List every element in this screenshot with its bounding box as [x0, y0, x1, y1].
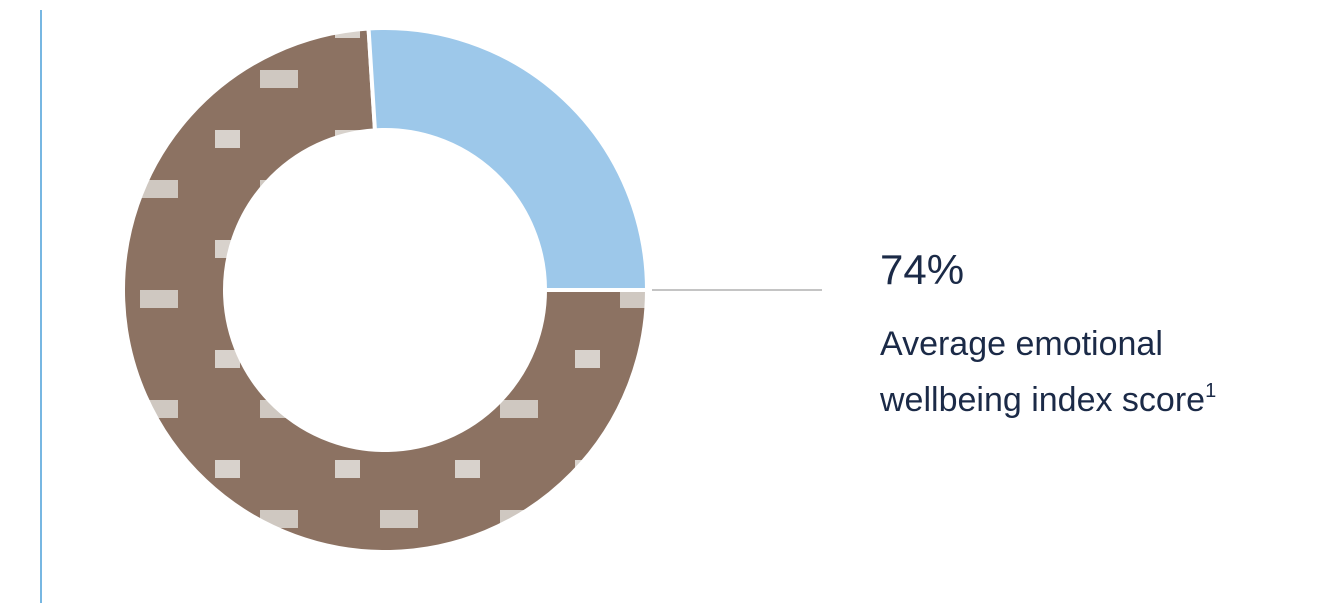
page: 74% Average emotional wellbeing index sc…: [0, 0, 1332, 603]
chart: [0, 0, 1332, 603]
value-label: 74%: [880, 240, 964, 300]
donut-segment: [369, 28, 647, 290]
stat-label: Average emotional wellbeing index score1: [880, 316, 1310, 428]
donut: [123, 28, 647, 552]
label-text: Average emotional wellbeing index score: [880, 325, 1205, 419]
footnote: 1: [1205, 380, 1216, 402]
